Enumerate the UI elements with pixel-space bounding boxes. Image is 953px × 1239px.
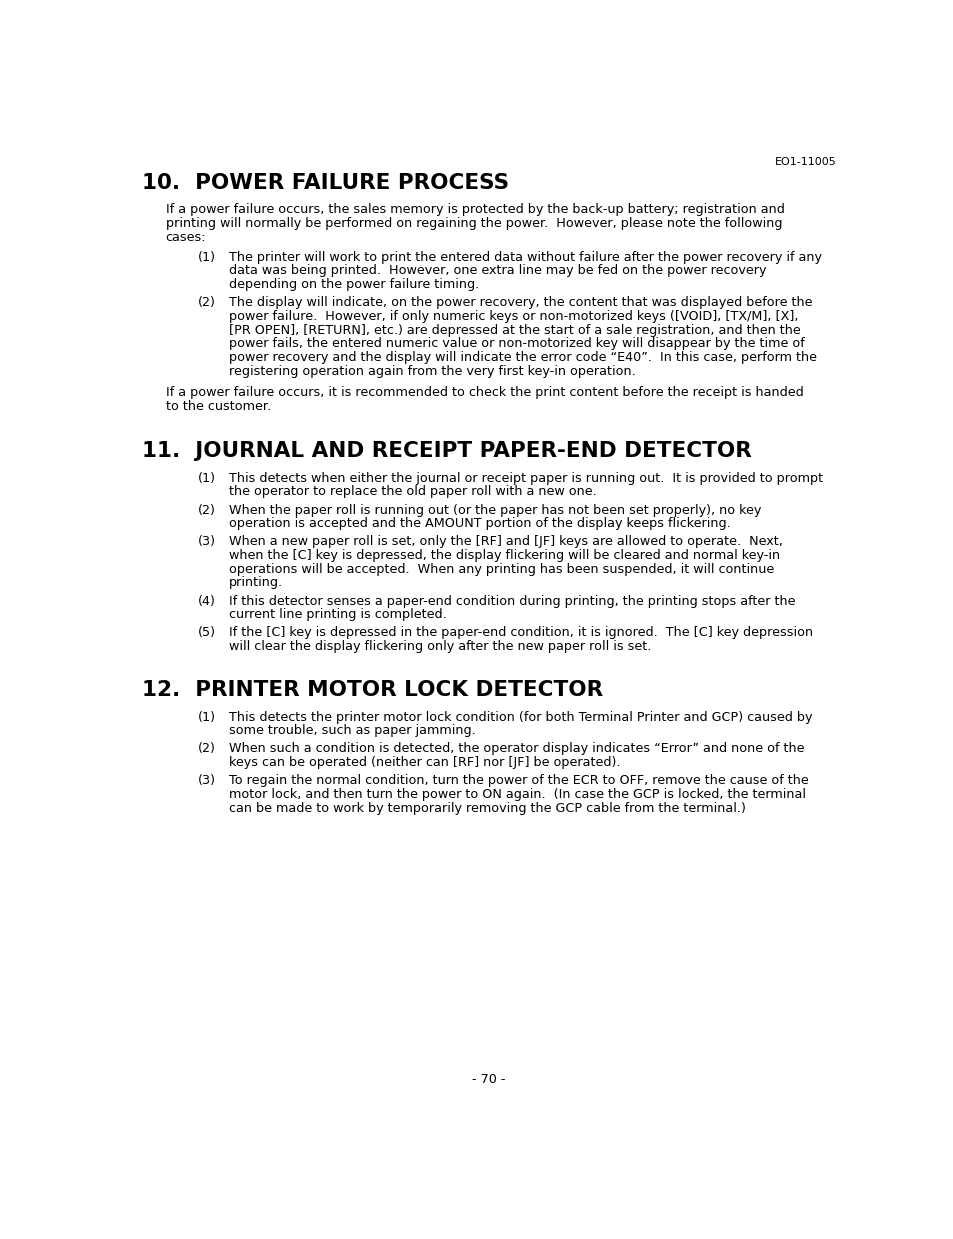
Text: current line printing is completed.: current line printing is completed. [229, 608, 447, 621]
Text: printing.: printing. [229, 576, 283, 590]
Text: operation is accepted and the AMOUNT portion of the display keeps flickering.: operation is accepted and the AMOUNT por… [229, 517, 730, 530]
Text: (2): (2) [198, 296, 216, 310]
Text: (3): (3) [198, 535, 216, 549]
Text: operations will be accepted.  When any printing has been suspended, it will cont: operations will be accepted. When any pr… [229, 563, 774, 576]
Text: When a new paper roll is set, only the [RF] and [JF] keys are allowed to operate: When a new paper roll is set, only the [… [229, 535, 782, 549]
Text: To regain the normal condition, turn the power of the ECR to OFF, remove the cau: To regain the normal condition, turn the… [229, 774, 808, 787]
Text: registering operation again from the very first key-in operation.: registering operation again from the ver… [229, 364, 636, 378]
Text: (1): (1) [198, 710, 216, 724]
Text: power failure.  However, if only numeric keys or non-motorized keys ([VOID], [TX: power failure. However, if only numeric … [229, 310, 798, 323]
Text: (4): (4) [198, 595, 216, 607]
Text: If a power failure occurs, the sales memory is protected by the back-up battery;: If a power failure occurs, the sales mem… [166, 203, 783, 217]
Text: motor lock, and then turn the power to ON again.  (In case the GCP is locked, th: motor lock, and then turn the power to O… [229, 788, 805, 800]
Text: 11.  JOURNAL AND RECEIPT PAPER-END DETECTOR: 11. JOURNAL AND RECEIPT PAPER-END DETECT… [142, 441, 752, 461]
Text: This detects when either the journal or receipt paper is running out.  It is pro: This detects when either the journal or … [229, 472, 822, 484]
Text: When such a condition is detected, the operator display indicates “Error” and no: When such a condition is detected, the o… [229, 742, 804, 756]
Text: - 70 -: - 70 - [472, 1073, 505, 1085]
Text: some trouble, such as paper jamming.: some trouble, such as paper jamming. [229, 725, 476, 737]
Text: when the [C] key is depressed, the display flickering will be cleared and normal: when the [C] key is depressed, the displ… [229, 549, 780, 563]
Text: power fails, the entered numeric value or non-motorized key will disappear by th: power fails, the entered numeric value o… [229, 337, 804, 351]
Text: The printer will work to print the entered data without failure after the power : The printer will work to print the enter… [229, 250, 821, 264]
Text: printing will normally be performed on regaining the power.  However, please not: printing will normally be performed on r… [166, 217, 781, 230]
Text: to the customer.: to the customer. [166, 399, 271, 413]
Text: 12.  PRINTER MOTOR LOCK DETECTOR: 12. PRINTER MOTOR LOCK DETECTOR [142, 680, 603, 700]
Text: [PR OPEN], [RETURN], etc.) are depressed at the start of a sale registration, an: [PR OPEN], [RETURN], etc.) are depressed… [229, 323, 801, 337]
Text: (1): (1) [198, 472, 216, 484]
Text: can be made to work by temporarily removing the GCP cable from the terminal.): can be made to work by temporarily remov… [229, 802, 745, 814]
Text: (3): (3) [198, 774, 216, 787]
Text: (5): (5) [198, 627, 216, 639]
Text: depending on the power failure timing.: depending on the power failure timing. [229, 278, 479, 291]
Text: (2): (2) [198, 503, 216, 517]
Text: (1): (1) [198, 250, 216, 264]
Text: EO1-11005: EO1-11005 [774, 157, 835, 167]
Text: the operator to replace the old paper roll with a new one.: the operator to replace the old paper ro… [229, 486, 597, 498]
Text: keys can be operated (neither can [RF] nor [JF] be operated).: keys can be operated (neither can [RF] n… [229, 756, 620, 769]
Text: If this detector senses a paper-end condition during printing, the printing stop: If this detector senses a paper-end cond… [229, 595, 795, 607]
Text: 10.  POWER FAILURE PROCESS: 10. POWER FAILURE PROCESS [142, 172, 509, 192]
Text: data was being printed.  However, one extra line may be fed on the power recover: data was being printed. However, one ext… [229, 264, 766, 278]
Text: (2): (2) [198, 742, 216, 756]
Text: cases:: cases: [166, 230, 206, 244]
Text: power recovery and the display will indicate the error code “E40”.  In this case: power recovery and the display will indi… [229, 351, 817, 364]
Text: The display will indicate, on the power recovery, the content that was displayed: The display will indicate, on the power … [229, 296, 812, 310]
Text: This detects the printer motor lock condition (for both Terminal Printer and GCP: This detects the printer motor lock cond… [229, 710, 812, 724]
Text: will clear the display flickering only after the new paper roll is set.: will clear the display flickering only a… [229, 641, 651, 653]
Text: If the [C] key is depressed in the paper-end condition, it is ignored.  The [C] : If the [C] key is depressed in the paper… [229, 627, 813, 639]
Text: When the paper roll is running out (or the paper has not been set properly), no : When the paper roll is running out (or t… [229, 503, 760, 517]
Text: If a power failure occurs, it is recommended to check the print content before t: If a power failure occurs, it is recomme… [166, 385, 802, 399]
